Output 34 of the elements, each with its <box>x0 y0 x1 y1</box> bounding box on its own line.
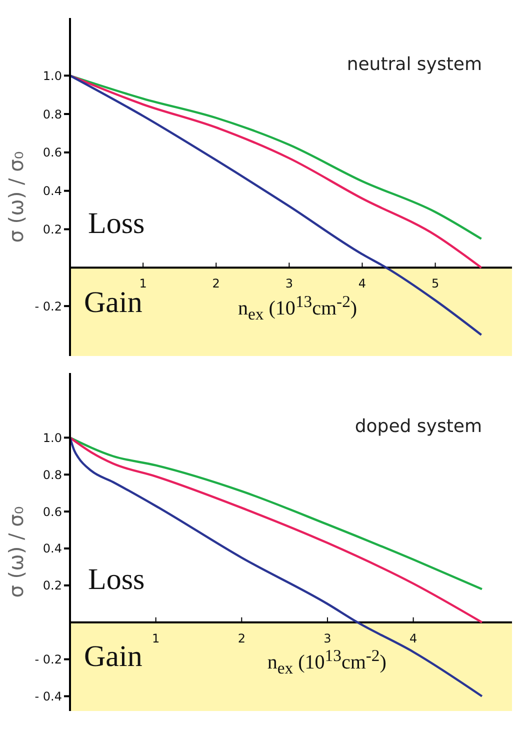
line-series <box>70 436 484 590</box>
y-tick-label: 0.2 <box>42 578 62 593</box>
x-axis-title: n$_{ex}$ (10$^{13}$cm$^{-2}$) <box>267 646 386 679</box>
x-tick-label: 2 <box>212 276 220 291</box>
annotation: Loss <box>88 563 145 598</box>
x-tick-label: 3 <box>324 631 332 646</box>
x-tick-label: 1 <box>152 631 160 646</box>
y-tick-label: 0.6 <box>42 146 62 160</box>
text: neutral system <box>346 54 482 75</box>
x-tick-label: 5 <box>431 276 440 291</box>
y-tick-label: 0.8 <box>42 107 62 122</box>
y-axis-title: σ (ω) / σ₀ <box>4 151 28 243</box>
band-label: Gain <box>84 640 142 674</box>
line-series <box>70 74 482 336</box>
y-tick-label: - 0.4 <box>34 689 62 704</box>
x-tick-label: 2 <box>238 631 246 646</box>
x-tick-label: 4 <box>358 276 366 291</box>
annotation: Loss <box>88 207 145 242</box>
y-tick-label: - 0.2 <box>34 299 62 314</box>
y-tick-label: 1.0 <box>42 68 62 83</box>
y-axis-title: σ (ω) / σ₀ <box>4 506 28 598</box>
x-tick-label: 4 <box>409 631 418 646</box>
line-series <box>70 436 484 698</box>
y-tick-label: 0.6 <box>42 504 62 519</box>
y-tick-label: 0.8 <box>42 468 62 482</box>
y-tick-label: 0.4 <box>42 542 62 556</box>
y-tick-label: - 0.2 <box>34 652 62 667</box>
y-tick-label: 0.2 <box>42 222 62 237</box>
line-series <box>70 436 484 624</box>
y-tick-label: 1.0 <box>42 430 62 445</box>
x-tick-label: 3 <box>285 276 293 291</box>
text: doped system <box>354 416 482 438</box>
y-tick-label: 0.4 <box>42 184 62 198</box>
x-axis-title: n$_{ex}$ (10$^{13}$cm$^{-2}$) <box>238 292 358 324</box>
